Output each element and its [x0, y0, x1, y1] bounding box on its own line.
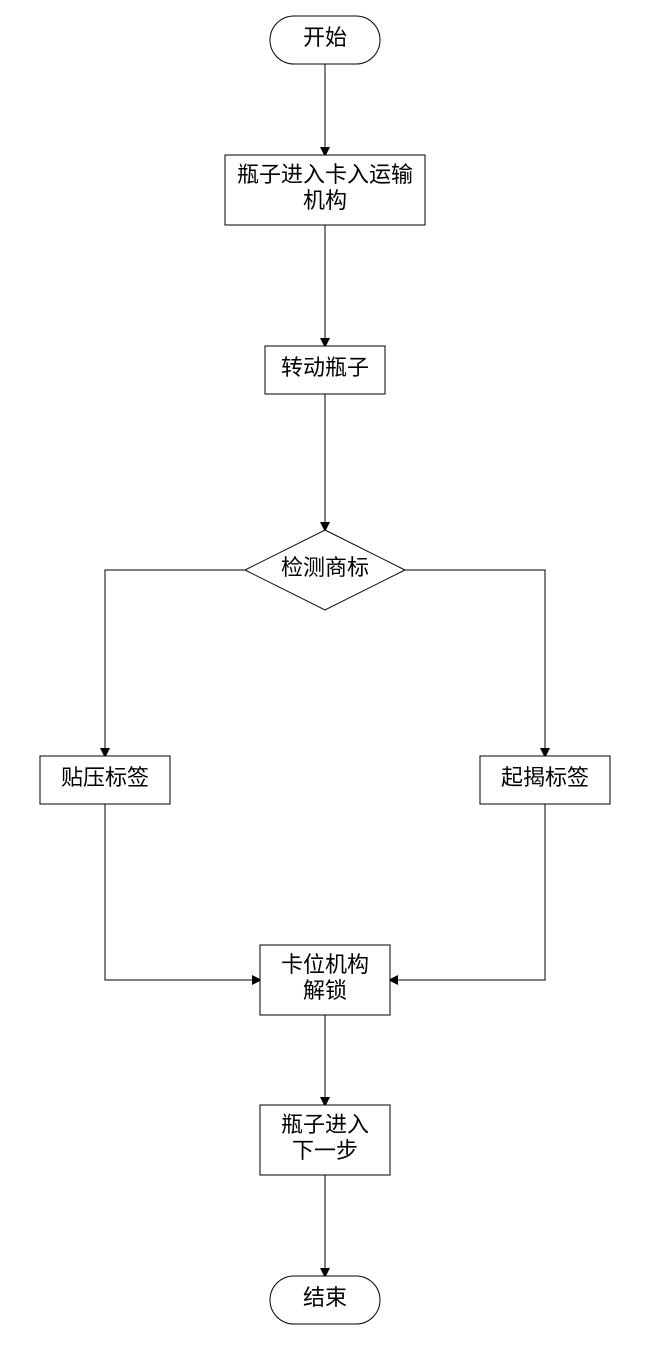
- node-n4: 瓶子进入下一步: [260, 1105, 390, 1175]
- node-right: 起揭标签: [480, 756, 610, 804]
- node-end: 结束: [270, 1276, 380, 1324]
- edges-layer: [105, 64, 545, 1276]
- node-label-right: 起揭标签: [501, 765, 589, 790]
- node-start: 开始: [270, 16, 380, 64]
- node-label-end: 结束: [303, 1285, 347, 1310]
- edge-right-n3: [390, 804, 545, 980]
- node-d1: 检测商标: [245, 530, 405, 610]
- flowchart-canvas: 开始瓶子进入卡入运输机构转动瓶子检测商标贴压标签 起揭标签卡位机构解锁瓶子进入下一…: [0, 0, 650, 1353]
- nodes-layer: 开始瓶子进入卡入运输机构转动瓶子检测商标贴压标签 起揭标签卡位机构解锁瓶子进入下一…: [40, 16, 610, 1324]
- node-label-n2: 转动瓶子: [281, 355, 369, 380]
- edge-d1-left: [105, 570, 245, 756]
- node-n1: 瓶子进入卡入运输机构: [225, 155, 425, 225]
- node-label-left: 贴压标签: [61, 765, 149, 790]
- edge-d1-right: [405, 570, 545, 756]
- node-left: 贴压标签: [40, 756, 170, 804]
- node-label-start: 开始: [303, 25, 347, 50]
- node-label-n4: 瓶子进入下一步: [281, 1112, 369, 1163]
- node-n3: 卡位机构解锁: [260, 945, 390, 1015]
- edge-left-n3: [105, 804, 260, 980]
- node-n2: 转动瓶子: [265, 346, 385, 394]
- node-label-d1: 检测商标: [281, 555, 369, 580]
